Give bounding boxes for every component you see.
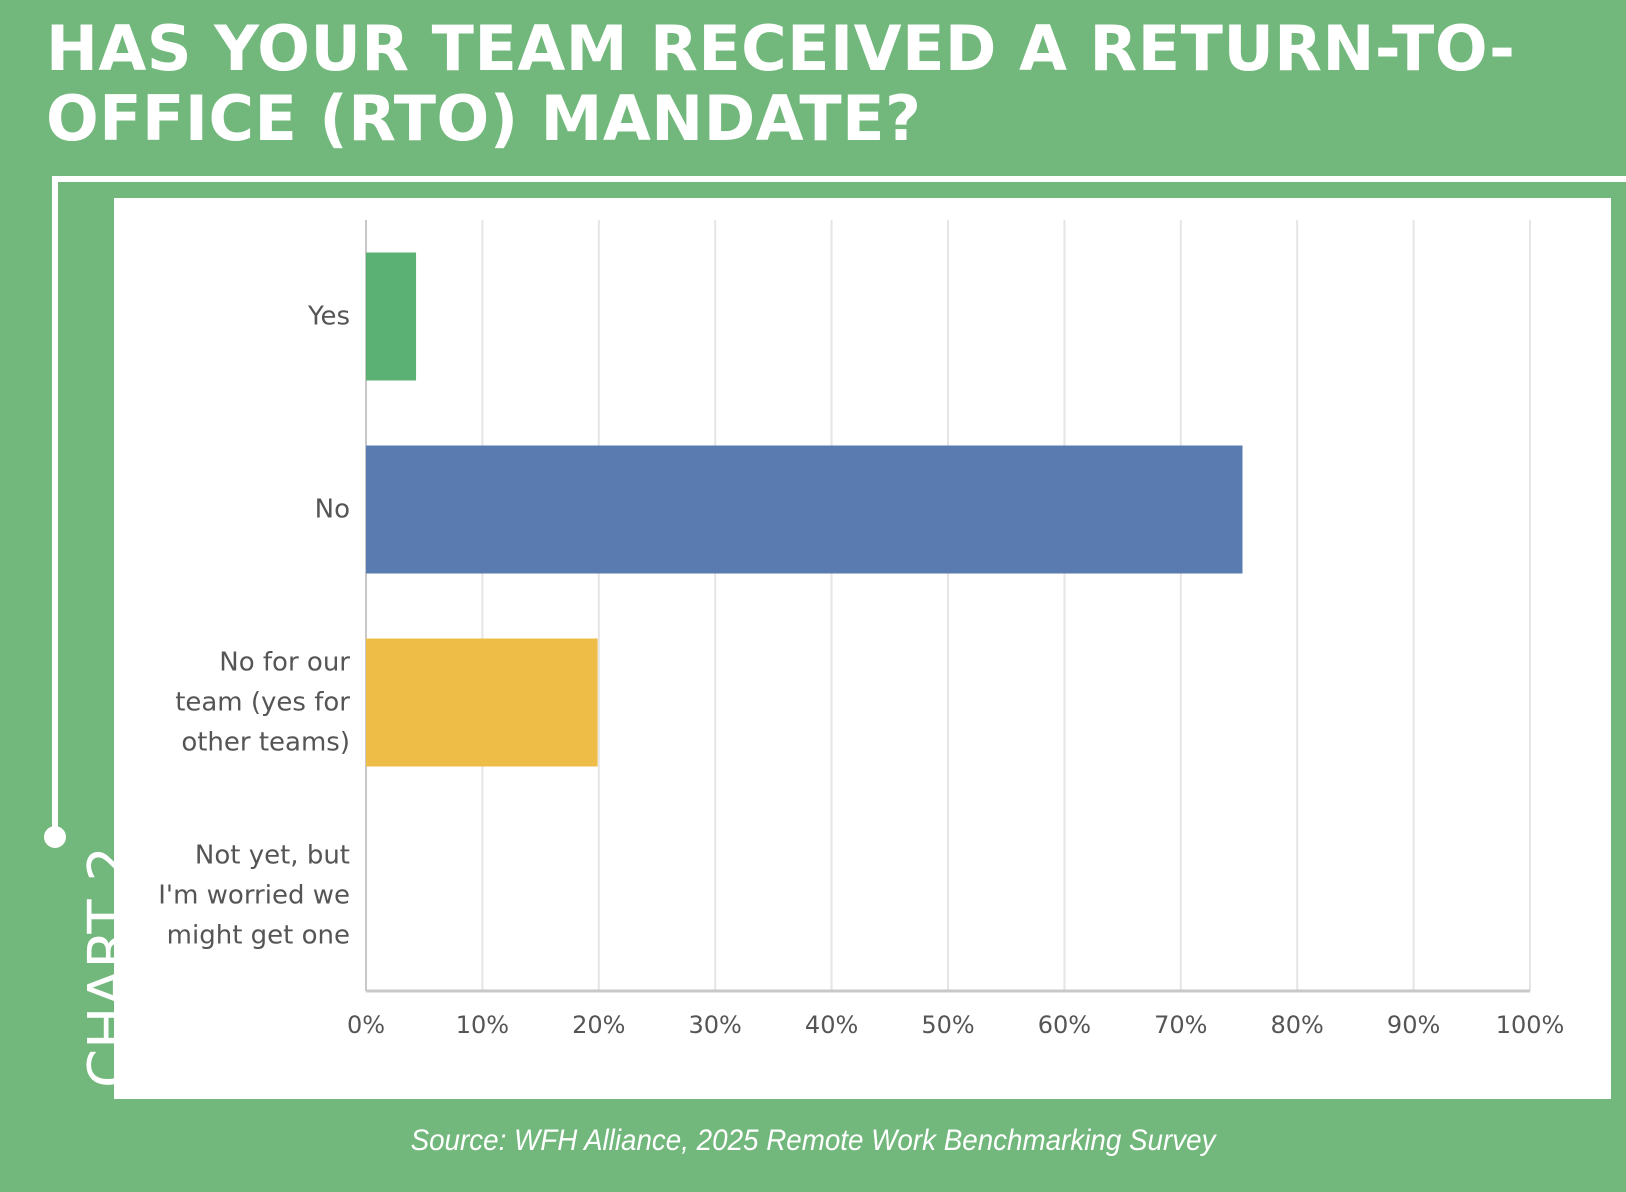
category-label: Yes	[307, 301, 350, 331]
category-label-line: No for our	[219, 647, 350, 677]
x-tick-label: 50%	[921, 1011, 974, 1039]
x-tick-label: 80%	[1271, 1011, 1324, 1039]
bar	[366, 445, 1243, 574]
category-label-line: might get one	[167, 920, 350, 950]
category-label: No for our team (yes for other teams)	[175, 647, 350, 757]
x-tick-label: 70%	[1154, 1011, 1207, 1039]
bar	[366, 638, 598, 767]
x-tick-label: 20%	[572, 1011, 625, 1039]
category-label-line: No	[315, 494, 350, 524]
category-label-line: team (yes for	[175, 687, 350, 717]
chart-panel: Yes No No for our team (yes for other teams)…	[114, 198, 1611, 1099]
category-label: No	[315, 494, 350, 524]
category-label-line: other teams)	[181, 727, 350, 757]
x-tick-label: 30%	[689, 1011, 742, 1039]
frame-top-line	[52, 176, 1626, 182]
chart-title: HAS YOUR TEAM RECEIVED A RETURN-TO-OFFIC…	[46, 12, 1516, 155]
category-label-line: Yes	[307, 301, 350, 331]
category-label-line: Not yet, but	[195, 840, 350, 870]
x-tick-label: 90%	[1387, 1011, 1440, 1039]
frame-left-line	[52, 176, 58, 830]
x-tick-label: 60%	[1038, 1011, 1091, 1039]
category-label-line: I'm worried we	[158, 880, 350, 910]
x-tick-label: 100%	[1496, 1011, 1565, 1039]
source-note: Source: WFH Alliance, 2025 Remote Work B…	[410, 1124, 1216, 1157]
bar	[366, 252, 417, 381]
x-tick-label: 0%	[347, 1011, 385, 1039]
x-tick-label: 40%	[805, 1011, 858, 1039]
bar-chart: Yes No No for our team (yes for other teams)…	[158, 220, 1565, 1039]
x-tick-label: 10%	[456, 1011, 509, 1039]
category-label: Not yet, but I'm worried we might get one	[158, 840, 350, 950]
frame-dot	[44, 826, 66, 848]
